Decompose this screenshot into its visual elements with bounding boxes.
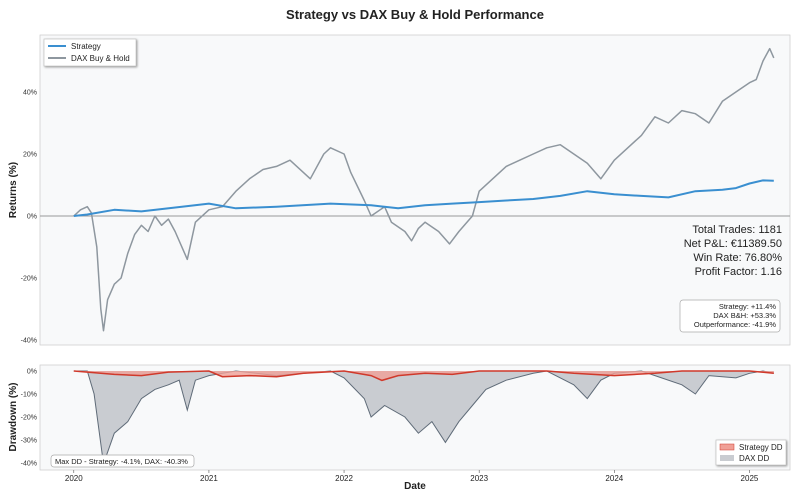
x-tick-label: 2022 xyxy=(335,474,353,483)
chart-title: Strategy vs DAX Buy & Hold Performance xyxy=(286,7,544,22)
strategy-dd-line xyxy=(73,370,774,382)
drawdown-y-tick: -30% xyxy=(21,438,37,445)
drawdown-y-tick: -20% xyxy=(21,415,37,422)
returns-plot: Returns (%) -40% -20% 0% 20% 40% Strategy DA… xyxy=(8,34,791,346)
dax-dd-line xyxy=(73,370,774,464)
summary-dax: DAX B&H: +53.3% xyxy=(713,311,776,320)
legend-swatch-strategy-dd xyxy=(719,443,735,451)
returns-legend: Strategy DAX Buy & Hold xyxy=(43,38,137,67)
stats-box: Total Trades: 1181 Net P&L: €11389.50 Wi… xyxy=(684,224,782,278)
dax-line xyxy=(73,47,775,332)
strategy-dd-area xyxy=(73,370,774,381)
stat-net-pnl: Net P&L: €11389.50 xyxy=(684,238,782,250)
legend-strategy-dd: Strategy DD xyxy=(739,443,783,452)
drawdown-y-tick: -40% xyxy=(21,461,37,468)
legend-strategy: Strategy xyxy=(71,42,101,51)
summary-box: Strategy: +11.4% DAX B&H: +53.3% Outperf… xyxy=(679,299,781,333)
x-tick-label: 2020 xyxy=(65,474,83,483)
summary-outperformance: Outperformance: -41.9% xyxy=(694,320,776,329)
returns-plot-area xyxy=(39,34,791,346)
drawdown-y-tick: -10% xyxy=(21,392,37,399)
summary-strategy: Strategy: +11.4% xyxy=(719,302,777,311)
legend-dax: DAX Buy & Hold xyxy=(71,54,130,63)
legend-dax-dd: DAX DD xyxy=(739,454,769,463)
drawdown-y-tick: 0% xyxy=(27,368,37,375)
x-tick-label: 2024 xyxy=(605,474,623,483)
strategy-line xyxy=(73,179,774,217)
drawdown-y-label: Drawdown (%) xyxy=(8,383,19,452)
x-axis-label: Date xyxy=(404,481,426,492)
legend-swatch-dax-dd xyxy=(720,455,734,461)
returns-y-tick: 0% xyxy=(27,214,37,221)
returns-y-tick: 20% xyxy=(23,152,37,159)
max-dd-text: Max DD - Strategy: -4.1%, DAX: -40.3% xyxy=(55,457,188,466)
x-tick-label: 2021 xyxy=(200,474,218,483)
returns-y-tick: 40% xyxy=(23,90,37,97)
stat-total-trades: Total Trades: 1181 xyxy=(692,224,782,236)
drawdown-legend: Strategy DD DAX DD xyxy=(715,439,787,466)
x-tick-label: 2025 xyxy=(741,474,759,483)
returns-y-tick: -20% xyxy=(21,276,37,283)
stat-profit-factor: Profit Factor: 1.16 xyxy=(695,266,782,278)
returns-y-label: Returns (%) xyxy=(8,162,19,218)
stat-win-rate: Win Rate: 76.80% xyxy=(693,252,782,264)
max-dd-box: Max DD - Strategy: -4.1%, DAX: -40.3% xyxy=(50,454,195,468)
drawdown-plot: Drawdown (%) Date -40% -30% -20% -10% 0% 2020… xyxy=(8,364,791,492)
x-tick-label: 2023 xyxy=(470,474,488,483)
returns-y-tick: -40% xyxy=(21,338,37,345)
dax-dd-area xyxy=(73,370,774,464)
